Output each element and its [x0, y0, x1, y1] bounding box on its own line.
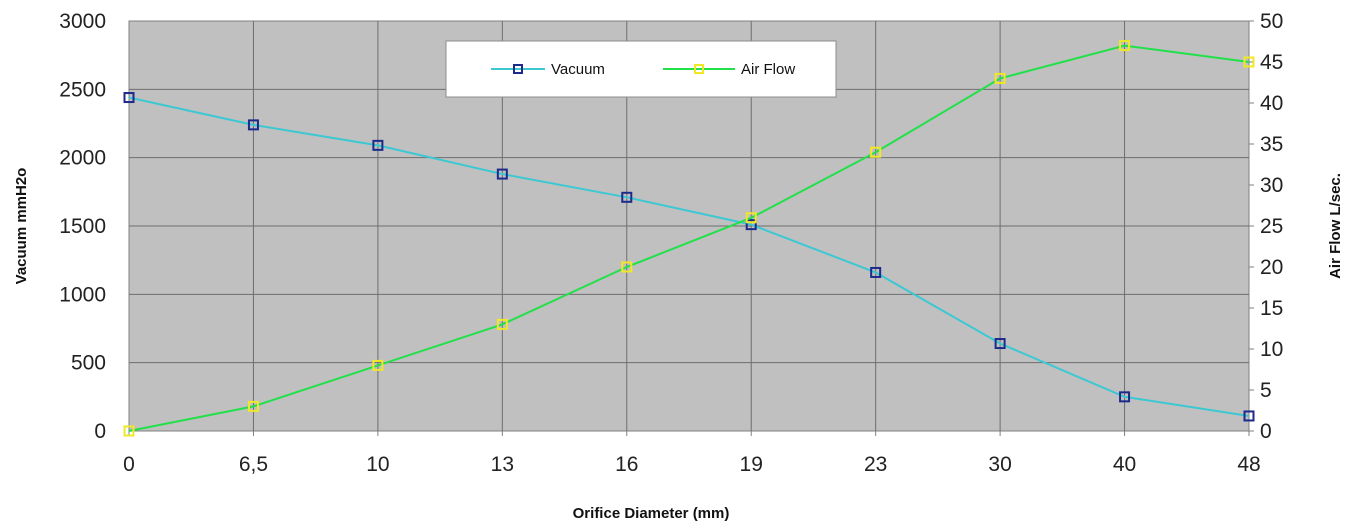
x-tick-label: 23 — [864, 453, 887, 476]
y-right-tick-label: 10 — [1260, 338, 1283, 361]
y-right-tick-label: 30 — [1260, 174, 1283, 197]
data-point-vacuum — [1119, 391, 1131, 403]
y-left-tick-label: 1500 — [59, 215, 106, 238]
x-tick-label: 16 — [615, 453, 638, 476]
legend-vacuum-marker — [513, 64, 523, 74]
data-point-air-flow — [994, 72, 1006, 84]
data-point-vacuum — [372, 139, 384, 151]
y-right-tick-label: 50 — [1260, 10, 1283, 33]
series-line-air-flow — [128, 44, 1250, 432]
y-left-tick-label: 1000 — [59, 283, 106, 306]
data-point-vacuum — [496, 168, 508, 180]
x-axis-title: Orifice Diameter (mm) — [573, 505, 730, 522]
data-point-vacuum — [745, 219, 757, 231]
y-right-tick-label: 15 — [1260, 297, 1283, 320]
legend-vacuum-label: Vacuum — [551, 61, 605, 78]
data-point-air-flow — [745, 212, 757, 224]
data-point-vacuum — [1243, 410, 1255, 422]
x-tick-label: 0 — [123, 453, 135, 476]
y-right-tick-label: 35 — [1260, 133, 1283, 156]
y-right-tick-label: 0 — [1260, 420, 1272, 443]
data-point-air-flow — [496, 318, 508, 330]
y-axis-left-title: Vacuum mmH2o — [13, 168, 30, 285]
y-left-tick-label: 2000 — [59, 147, 106, 170]
x-tick-label: 48 — [1237, 453, 1260, 476]
y-right-tick-label: 20 — [1260, 256, 1283, 279]
x-axis-ticks: 0 6,5 10 13 16 19 23 30 40 48 — [123, 431, 1261, 476]
y-left-tick-label: 2500 — [59, 78, 106, 101]
data-point-air-flow — [621, 261, 633, 273]
legend: Vacuum Air Flow — [445, 40, 837, 98]
y-right-tick-label: 40 — [1260, 92, 1283, 115]
data-point-vacuum — [247, 119, 259, 131]
y-right-tick-label: 5 — [1260, 379, 1272, 402]
x-tick-label: 19 — [740, 453, 763, 476]
y-right-tick-label: 45 — [1260, 51, 1283, 74]
x-tick-label: 30 — [988, 453, 1011, 476]
series-layer — [123, 40, 1255, 437]
data-point-air-flow — [372, 359, 384, 371]
x-tick-label: 10 — [366, 453, 389, 476]
data-point-air-flow — [247, 400, 259, 412]
series-line-vacuum — [128, 96, 1250, 417]
data-point-air-flow — [123, 425, 135, 437]
legend-box — [445, 40, 837, 98]
data-point-air-flow — [1119, 40, 1131, 52]
x-tick-label: 6,5 — [239, 453, 268, 476]
data-point-air-flow — [1243, 56, 1255, 68]
data-point-vacuum — [870, 266, 882, 278]
y-left-tick-label: 0 — [94, 420, 106, 443]
legend-airflow-label: Air Flow — [741, 61, 795, 78]
x-tick-label: 40 — [1113, 453, 1136, 476]
data-point-vacuum — [994, 338, 1006, 350]
y-left-tick-label: 3000 — [59, 10, 106, 33]
y-axis-right-title: Air Flow L/sec. — [1327, 173, 1344, 279]
data-point-air-flow — [870, 146, 882, 158]
data-point-vacuum — [123, 92, 135, 104]
left-axis-ticks: 0 500 1000 1500 2000 2500 3000 — [59, 10, 106, 443]
y-right-tick-label: 25 — [1260, 215, 1283, 238]
x-tick-label: 13 — [491, 453, 514, 476]
legend-airflow-marker — [694, 64, 704, 74]
right-axis-ticks: 0 5 10 15 20 25 30 35 40 45 50 — [1249, 10, 1283, 443]
y-left-tick-label: 500 — [71, 352, 106, 375]
data-point-vacuum — [621, 191, 633, 203]
